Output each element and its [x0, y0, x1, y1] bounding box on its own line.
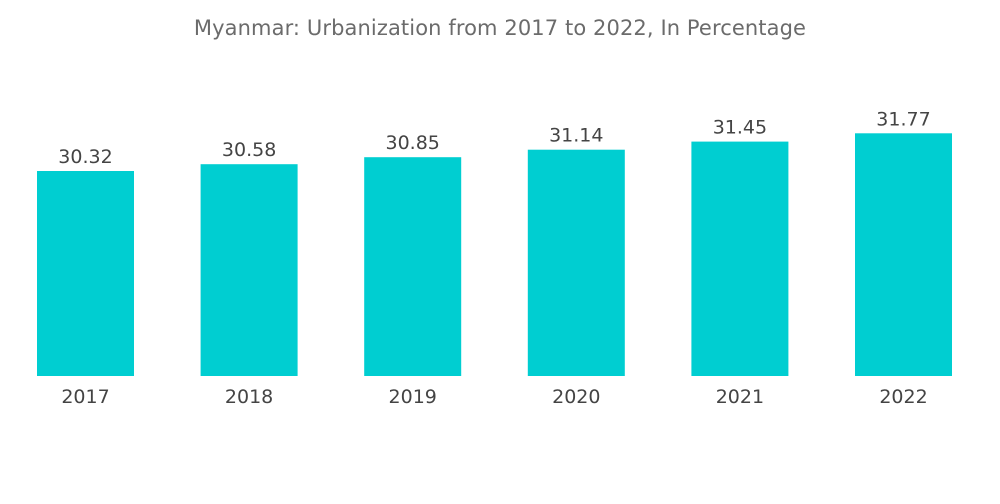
value-labels-group: 30.32 30.58 30.85 31.14 31.45 31.77 [58, 108, 930, 168]
bars-group [37, 133, 952, 376]
bar-2017 [37, 171, 134, 376]
bar-2022 [855, 133, 952, 376]
bar-2020 [527, 149, 625, 376]
category-label-2018: 2018 [225, 386, 273, 408]
category-label-2019: 2019 [389, 386, 437, 408]
bar-2021 [691, 141, 789, 376]
category-label-2022: 2022 [879, 386, 927, 408]
value-label-2022: 31.77 [876, 108, 930, 130]
value-label-2018: 30.58 [222, 139, 276, 161]
chart-title: Myanmar: Urbanization from 2017 to 2022,… [193, 16, 807, 40]
category-label-2017: 2017 [61, 386, 109, 408]
value-label-2020: 31.14 [549, 125, 603, 147]
value-label-2021: 31.45 [713, 117, 767, 139]
bar-2018 [200, 164, 298, 376]
category-label-2021: 2021 [716, 386, 764, 408]
bar-2019 [364, 157, 462, 376]
value-label-2019: 30.85 [385, 132, 439, 154]
value-label-2017: 30.32 [58, 146, 112, 168]
category-label-2020: 2020 [552, 386, 600, 408]
category-labels-group: 2017 2018 2019 2020 2021 2022 [61, 386, 927, 408]
